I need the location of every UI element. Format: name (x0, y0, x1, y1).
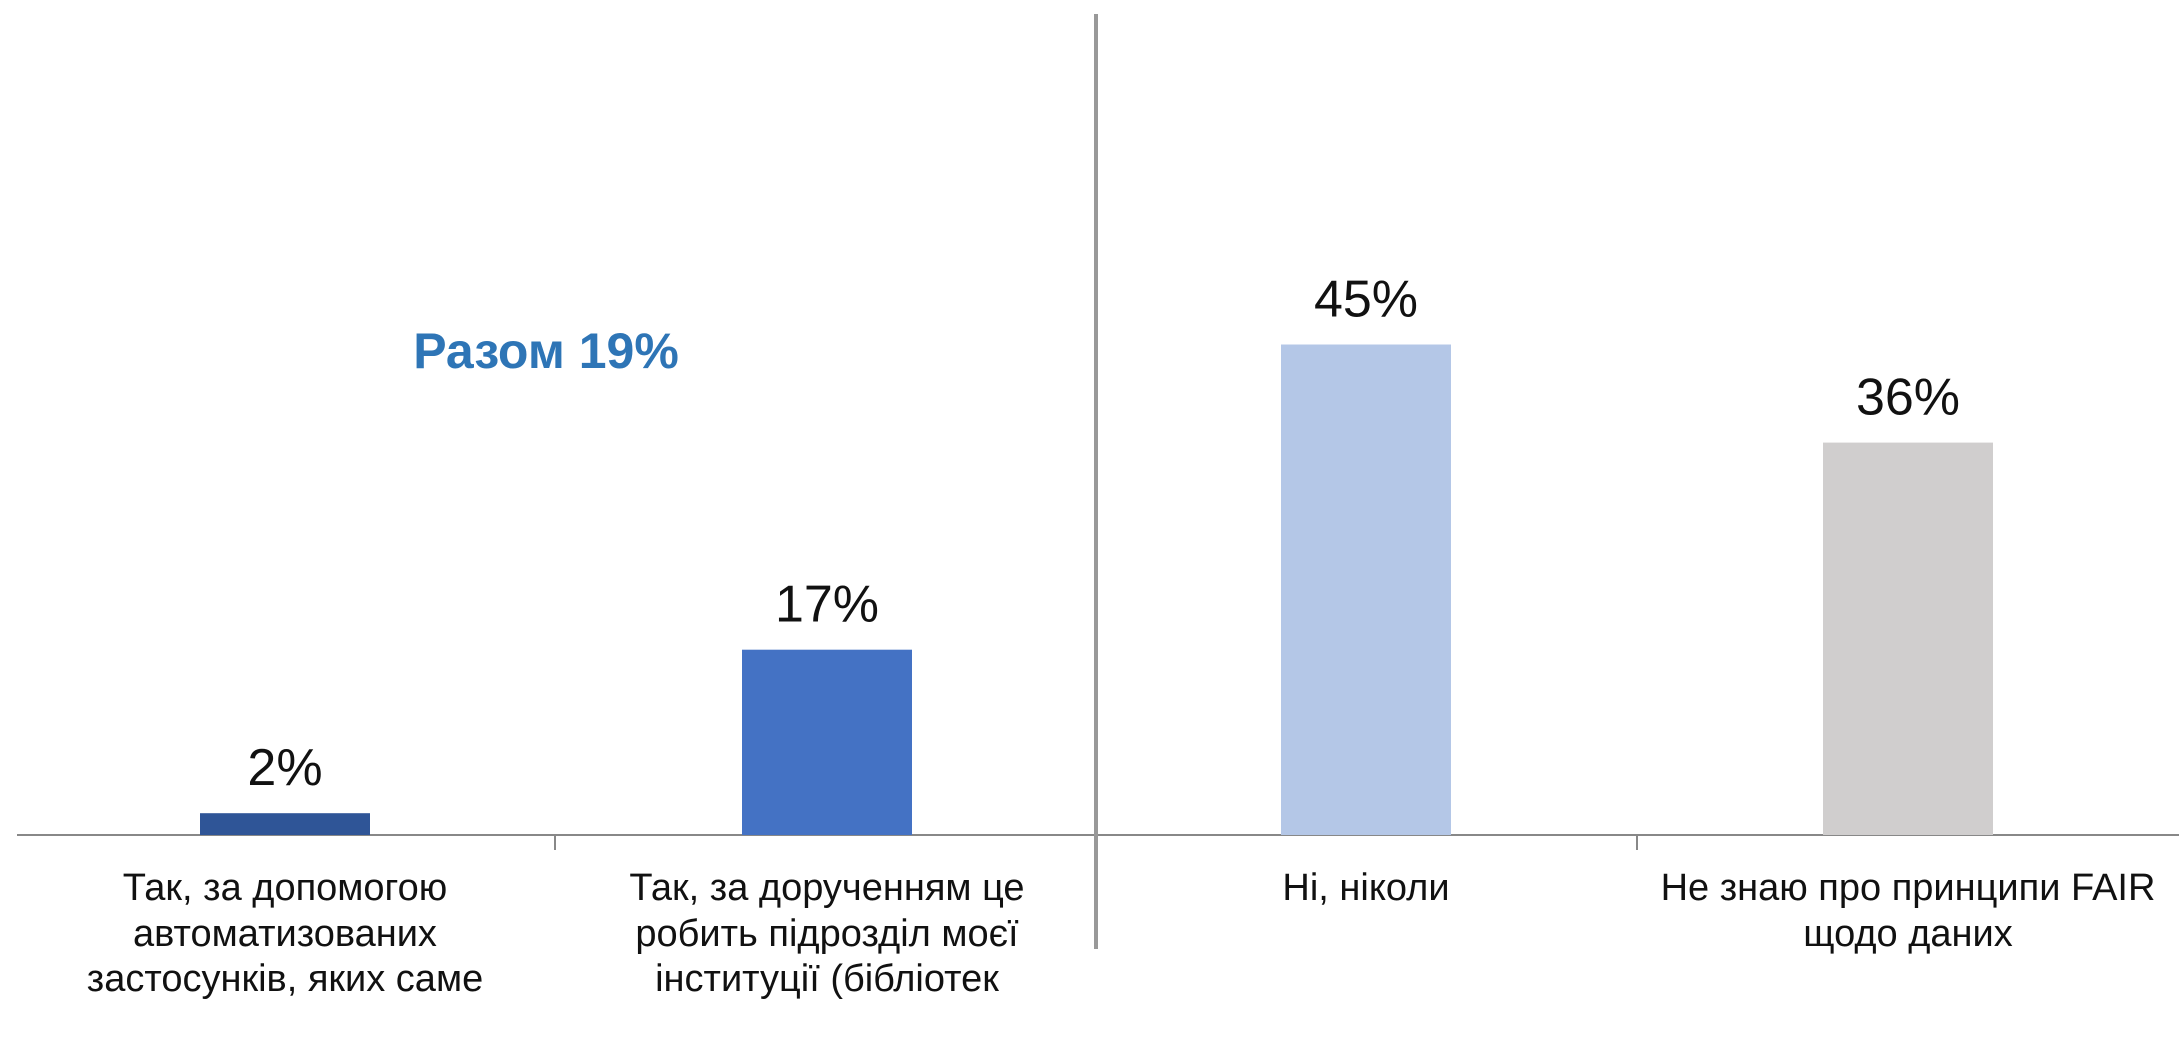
value-label: 17% (775, 576, 879, 634)
bar (200, 813, 370, 835)
category-label: Так, за дорученням це робить підрозділ м… (629, 867, 1025, 1001)
value-label: 36% (1856, 369, 1960, 427)
bar (1823, 442, 1993, 835)
annotation: Разом 19% (413, 323, 679, 379)
value-label: 45% (1314, 271, 1418, 329)
category-label: Не знаю про принципи FAIR щодо даних (1660, 867, 2156, 955)
category-label: Ні, ніколи (1282, 867, 1450, 909)
value-label: 2% (247, 739, 322, 797)
category-label: Так, за допомогою автоматизованих застос… (86, 867, 484, 1001)
bar (742, 649, 912, 835)
bar (1281, 344, 1451, 835)
